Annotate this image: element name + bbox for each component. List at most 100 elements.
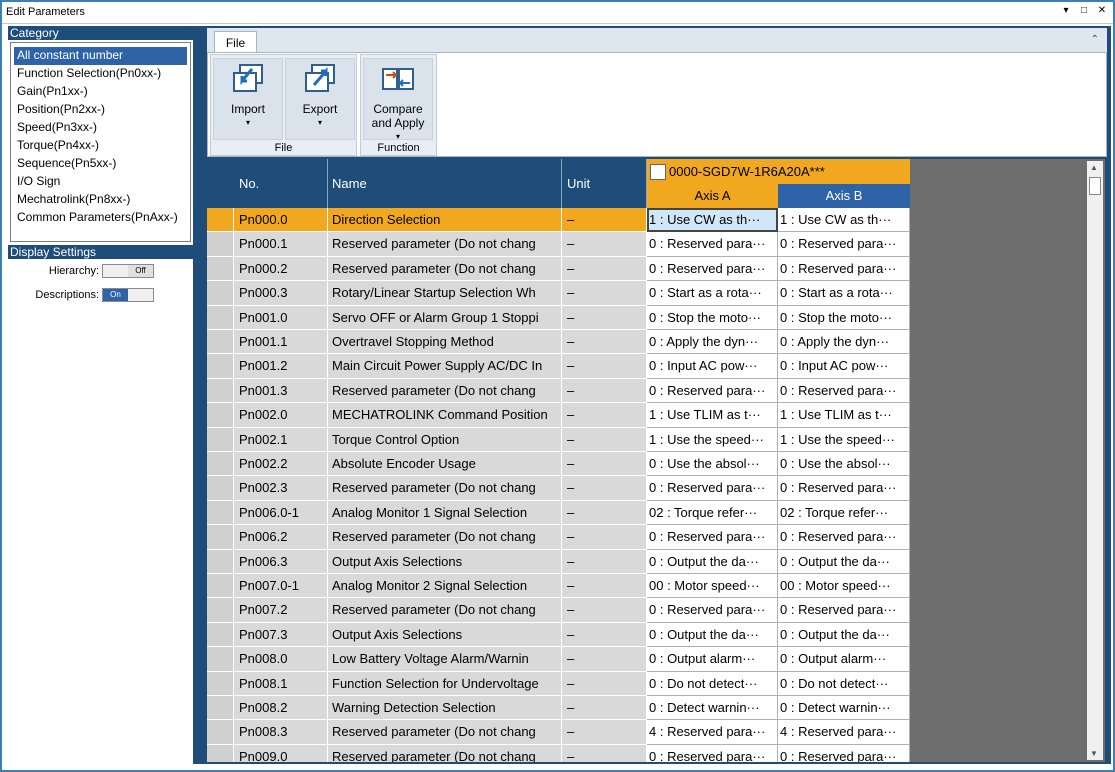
descriptions-toggle[interactable]: On [102, 288, 154, 302]
category-item[interactable]: Gain(Pn1xx-) [17, 84, 88, 98]
export-button[interactable]: Export ▾ [285, 58, 355, 140]
import-button[interactable]: Import ▾ [213, 58, 283, 140]
hierarchy-toggle[interactable]: Off [102, 264, 154, 278]
cell-axis-b[interactable]: 1 : Use the speed··· [778, 427, 910, 452]
cell-axis-a[interactable]: 0 : Reserved para··· [647, 256, 778, 282]
cell-axis-a[interactable]: 0 : Apply the dyn··· [647, 330, 778, 355]
table-row[interactable]: Pn001.1 Overtravel Stopping Method –0 : Ap… [207, 330, 910, 355]
cell-axis-b[interactable]: 0 : Output the da··· [778, 549, 910, 574]
scroll-thumb[interactable] [1089, 177, 1101, 195]
table-row[interactable]: Pn009.0 Reserved parameter (Do not chang –… [207, 744, 910, 762]
category-item[interactable]: Common Parameters(PnAxx-) [17, 210, 178, 224]
cell-axis-a[interactable]: 02 : Torque refer··· [647, 500, 778, 526]
category-item[interactable]: Sequence(Pn5xx-) [17, 156, 117, 170]
cell-axis-a[interactable]: 0 : Output the da··· [647, 622, 778, 648]
tab-file[interactable]: File [214, 31, 257, 54]
cell-axis-a[interactable]: 00 : Motor speed··· [647, 574, 778, 599]
table-row[interactable]: Pn000.0 Direction Selection –1 : Use CW as… [207, 208, 910, 233]
category-item[interactable]: Speed(Pn3xx-) [17, 120, 98, 134]
table-row[interactable]: Pn000.3 Rotary/Linear Startup Selection W… [207, 281, 910, 306]
cell-axis-b[interactable]: 0 : Reserved para··· [778, 232, 910, 257]
cell-axis-a[interactable]: 1 : Use CW as th··· [647, 208, 778, 233]
cell-axis-a[interactable]: 0 : Output alarm··· [647, 647, 778, 672]
table-row[interactable]: Pn000.2 Reserved parameter (Do not chang –… [207, 256, 910, 282]
table-row[interactable]: Pn007.3 Output Axis Selections –0 : Output… [207, 622, 910, 648]
cell-axis-b[interactable]: 0 : Reserved para··· [778, 598, 910, 623]
cell-axis-b[interactable]: 0 : Reserved para··· [778, 256, 910, 282]
cell-axis-b[interactable]: 0 : Use the absol··· [778, 452, 910, 477]
maximize-icon[interactable]: □ [1080, 5, 1088, 16]
header-axis-a[interactable]: Axis A [647, 184, 778, 208]
header-unit[interactable]: Unit [562, 159, 647, 208]
category-item[interactable]: Torque(Pn4xx-) [17, 138, 100, 152]
cell-axis-a[interactable]: 4 : Reserved para··· [647, 720, 778, 745]
table-row[interactable]: Pn008.2 Warning Detection Selection –0 : D… [207, 696, 910, 721]
dropdown-icon[interactable]: ▾ [1063, 5, 1069, 16]
cell-axis-a[interactable]: 0 : Output the da··· [647, 549, 778, 574]
scroll-down-icon[interactable]: ▼ [1090, 749, 1098, 758]
table-row[interactable]: Pn008.1 Function Selection for Undervolta… [207, 671, 910, 696]
table-row[interactable]: Pn006.2 Reserved parameter (Do not chang –… [207, 525, 910, 550]
cell-axis-b[interactable]: 02 : Torque refer··· [778, 500, 910, 526]
cell-axis-a[interactable]: 0 : Stop the moto··· [647, 305, 778, 330]
table-row[interactable]: Pn006.0-1 Analog Monitor 1 Signal Selecti… [207, 500, 910, 526]
cell-axis-a[interactable]: 0 : Reserved para··· [647, 598, 778, 623]
category-item[interactable]: Function Selection(Pn0xx-) [17, 66, 162, 80]
category-item[interactable]: I/O Sign [17, 174, 61, 188]
cell-axis-a[interactable]: 0 : Reserved para··· [647, 476, 778, 501]
device-checkbox[interactable] [650, 163, 666, 180]
cell-axis-b[interactable]: 0 : Do not detect··· [778, 671, 910, 696]
table-row[interactable]: Pn002.2 Absolute Encoder Usage –0 : Use th… [207, 452, 910, 477]
table-row[interactable]: Pn001.0 Servo OFF or Alarm Group 1 Stoppi… [207, 305, 910, 330]
cell-axis-b[interactable]: 00 : Motor speed··· [778, 574, 910, 599]
table-row[interactable]: Pn000.1 Reserved parameter (Do not chang –… [207, 232, 910, 257]
cell-axis-a[interactable]: 0 : Reserved para··· [647, 378, 778, 404]
table-row[interactable]: Pn006.3 Output Axis Selections –0 : Output… [207, 549, 910, 574]
cell-axis-b[interactable]: 0 : Detect warnin··· [778, 696, 910, 721]
ribbon-collapse-icon[interactable]: ⌃ [1090, 34, 1099, 45]
table-row[interactable]: Pn002.3 Reserved parameter (Do not chang –… [207, 476, 910, 501]
cell-axis-b[interactable]: 0 : Reserved para··· [778, 378, 910, 404]
cell-axis-a[interactable]: 0 : Reserved para··· [647, 744, 778, 762]
cell-unit: – [562, 427, 647, 452]
cell-axis-a[interactable]: 1 : Use the speed··· [647, 427, 778, 452]
vertical-scrollbar[interactable]: ▲ ▼ [1087, 161, 1103, 760]
table-row[interactable]: Pn002.1 Torque Control Option –1 : Use the… [207, 427, 910, 452]
close-icon[interactable]: ✕ [1097, 5, 1107, 16]
cell-axis-b[interactable]: 1 : Use CW as th··· [778, 208, 910, 233]
table-row[interactable]: Pn001.3 Reserved parameter (Do not chang –… [207, 378, 910, 404]
table-row[interactable]: Pn008.3 Reserved parameter (Do not chang –… [207, 720, 910, 745]
scroll-up-icon[interactable]: ▲ [1090, 163, 1098, 172]
cell-axis-a[interactable]: 0 : Reserved para··· [647, 525, 778, 550]
cell-axis-a[interactable]: 0 : Input AC pow··· [647, 354, 778, 379]
cell-axis-a[interactable]: 0 : Start as a rota··· [647, 281, 778, 306]
header-axis-b[interactable]: Axis B [778, 184, 910, 208]
header-no[interactable]: No. [234, 159, 328, 208]
table-row[interactable]: Pn007.0-1 Analog Monitor 2 Signal Selecti… [207, 574, 910, 599]
table-row[interactable]: Pn001.2 Main Circuit Power Supply AC/DC I… [207, 354, 910, 379]
cell-axis-a[interactable]: 0 : Reserved para··· [647, 232, 778, 257]
cell-axis-b[interactable]: 0 : Reserved para··· [778, 744, 910, 762]
compare-and-apply-button[interactable]: Compare and Apply ▾ [363, 58, 433, 141]
cell-axis-b[interactable]: 4 : Reserved para··· [778, 720, 910, 745]
category-item[interactable]: Mechatrolink(Pn8xx-) [17, 192, 131, 206]
cell-axis-b[interactable]: 0 : Output the da··· [778, 622, 910, 648]
header-name[interactable]: Name [328, 159, 562, 208]
cell-axis-b[interactable]: 0 : Apply the dyn··· [778, 330, 910, 355]
cell-axis-b[interactable]: 1 : Use TLIM as t··· [778, 403, 910, 428]
cell-axis-b[interactable]: 0 : Input AC pow··· [778, 354, 910, 379]
cell-axis-b[interactable]: 0 : Output alarm··· [778, 647, 910, 672]
cell-axis-b[interactable]: 0 : Reserved para··· [778, 476, 910, 501]
table-row[interactable]: Pn008.0 Low Battery Voltage Alarm/Warnin –… [207, 647, 910, 672]
category-item[interactable]: Position(Pn2xx-) [17, 102, 106, 116]
cell-axis-b[interactable]: 0 : Reserved para··· [778, 525, 910, 550]
cell-axis-a[interactable]: 0 : Detect warnin··· [647, 696, 778, 721]
cell-axis-b[interactable]: 0 : Start as a rota··· [778, 281, 910, 306]
cell-axis-a[interactable]: 0 : Use the absol··· [647, 452, 778, 477]
cell-axis-a[interactable]: 1 : Use TLIM as t··· [647, 403, 778, 428]
cell-axis-a[interactable]: 0 : Do not detect··· [647, 671, 778, 696]
category-item[interactable]: All constant number [14, 47, 187, 65]
table-row[interactable]: Pn007.2 Reserved parameter (Do not chang –… [207, 598, 910, 623]
cell-axis-b[interactable]: 0 : Stop the moto··· [778, 305, 910, 330]
table-row[interactable]: Pn002.0 MECHATROLINK Command Position –1 :… [207, 403, 910, 428]
